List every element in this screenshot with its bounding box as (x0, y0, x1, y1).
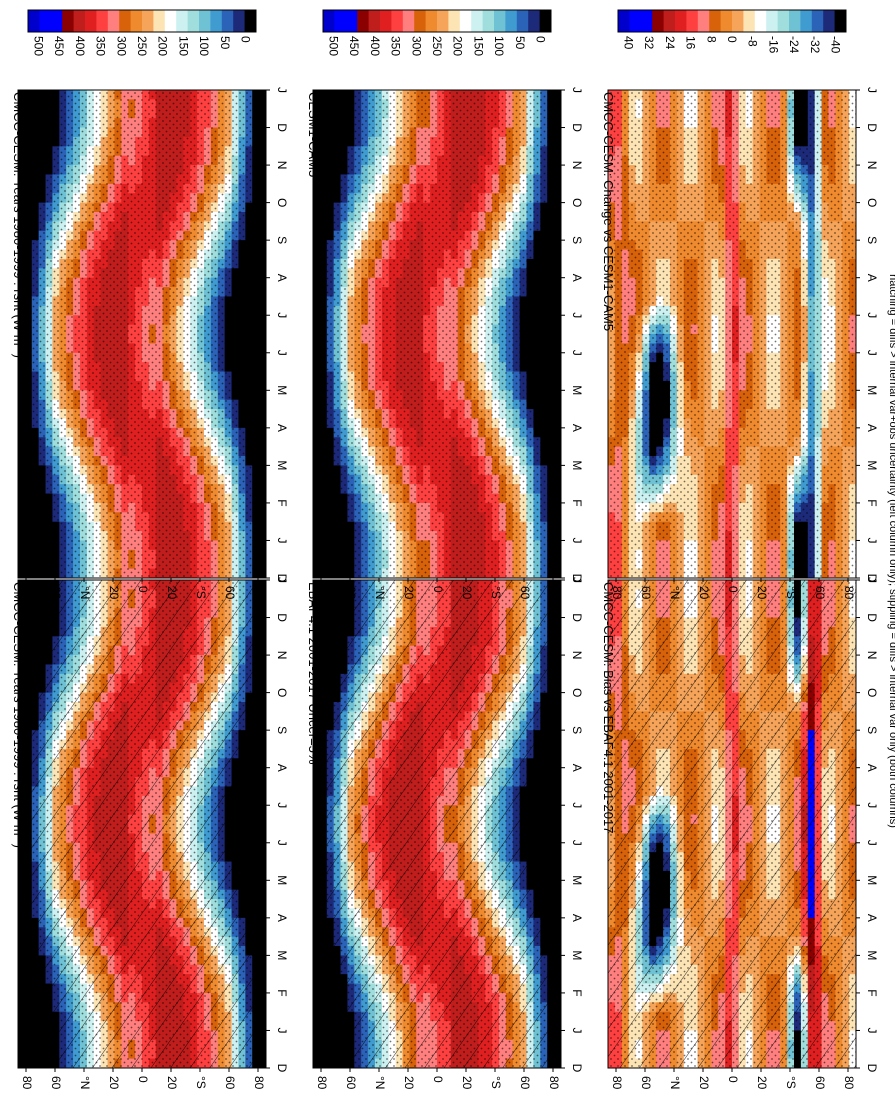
colorbar-swatch (244, 10, 257, 32)
lat-tick-label: 0 (136, 1076, 150, 1083)
panel-title-sup: -2 (17, 346, 27, 354)
colorbar-swatch (28, 10, 40, 32)
month-tick-label: A (275, 274, 289, 282)
colorbar-tick-label: 50 (218, 36, 232, 50)
lat-tick-label: 0 (136, 586, 150, 593)
colorbar-swatch (153, 10, 166, 32)
colorbar-swatch (50, 10, 63, 32)
lat-tick-label: 20 (165, 1076, 179, 1090)
colorbar-swatch (210, 10, 223, 32)
colorbar-tick-label: 200 (156, 36, 170, 56)
colorbar-tick-label: 250 (135, 36, 149, 56)
month-tick-label: M (275, 875, 289, 885)
colorbar-tick-label: 350 (94, 36, 108, 56)
month-tick-label: N (275, 651, 289, 660)
lat-tick-label: 80 (20, 1076, 34, 1090)
month-tick-label: J (275, 1027, 289, 1033)
month-tick-label: J (275, 537, 289, 543)
colorbar-tick-label: 450 (52, 36, 66, 56)
panel-title-tail: ) (11, 844, 26, 848)
lat-tick-label: °S (194, 1076, 208, 1089)
panel-title-text: CMCC-CESM: Years 1980-1999 : rsnt (W m (11, 582, 26, 836)
colorbar-swatch (107, 10, 120, 32)
lat-tick-label: °N (78, 586, 92, 599)
month-tick-label: D (275, 613, 289, 622)
panel-title: CMCC-CESM: Years 1980-1999 : rsnt (W m-2… (11, 582, 27, 848)
month-tick-label: J (275, 350, 289, 356)
month-tick-label: O (275, 198, 289, 207)
colorbar-swatch (221, 10, 234, 32)
colorbar-swatch (176, 10, 188, 32)
panels-layer: 80 60 °N 20 0 20 °S 60 80DJFMAMJJASONDJCMCC-CESM… (11, 9, 879, 1090)
month-tick-label: D (275, 574, 289, 583)
month-tick-label: J (275, 840, 289, 846)
panel-title: CMCC-CESM: Years 1980-1999 : rsnt (W m-2… (11, 92, 27, 358)
colorbar-tick-label: 500 (31, 36, 45, 56)
colorbar-swatch (142, 10, 154, 32)
hatching-overlay (18, 580, 266, 1068)
panel-2: 80 60 °N 20 0 20 °S 60 80DJFMAMJJASONDJCMCC-CESM… (11, 9, 289, 600)
panel-title-tail: ) (11, 354, 26, 358)
lat-tick-label: 80 (252, 1076, 266, 1090)
month-tick-label: F (275, 989, 289, 996)
month-tick-label: J (275, 312, 289, 318)
month-tick-label: O (275, 688, 289, 697)
month-tick-label: M (275, 460, 289, 470)
colorbar-swatch (187, 10, 200, 32)
colorbar-swatch (62, 10, 74, 32)
colorbar-swatch (73, 10, 86, 32)
month-tick-label: D (275, 123, 289, 132)
colorbar-swatch (233, 10, 245, 32)
month-tick-label: J (275, 87, 289, 93)
month-tick-label: J (275, 577, 289, 583)
lat-tick-label: 80 (20, 586, 34, 600)
stippling-overlay (18, 90, 266, 578)
lat-tick-label: 20 (107, 586, 121, 600)
colorbar-tick-label: 150 (176, 36, 190, 56)
lat-tick-label: 60 (49, 586, 63, 600)
month-tick-label: S (275, 236, 289, 244)
colorbar-tick-label: 100 (197, 36, 211, 56)
month-tick-label: J (275, 802, 289, 808)
lat-tick-label: 60 (223, 586, 237, 600)
month-tick-label: A (275, 764, 289, 772)
colorbar-tick-label: 0 (239, 36, 253, 43)
colorbar-swatch (85, 10, 97, 32)
panel-title-sup: -2 (17, 836, 27, 844)
lat-tick-label: 20 (165, 586, 179, 600)
month-tick-label: A (275, 424, 289, 432)
lat-tick-label: 80 (252, 586, 266, 600)
lat-tick-label: °N (78, 1076, 92, 1089)
lat-tick-label: 20 (107, 1076, 121, 1090)
lat-tick-label: °S (194, 586, 208, 599)
month-tick-label: A (275, 914, 289, 922)
colorbar-tick-label: 300 (114, 36, 128, 56)
lat-tick-label: 60 (49, 1076, 63, 1090)
colorbar-swatch (199, 10, 211, 32)
month-tick-label: N (275, 161, 289, 170)
month-tick-label: F (275, 499, 289, 506)
month-tick-label: D (275, 1064, 289, 1073)
month-tick-label: S (275, 726, 289, 734)
panel-1: 80 60 °N 20 0 20 °S 60 80DJFMAMJJASONDJCMCC-CESM… (11, 499, 289, 1090)
colorbar-swatch (164, 10, 177, 32)
month-tick-label: M (275, 950, 289, 960)
colorbar-swatch (119, 10, 131, 32)
colorbar-tick-label: 400 (73, 36, 87, 56)
lat-tick-label: 60 (223, 1076, 237, 1090)
panel-title-text: CMCC-CESM: Years 1980-1999 : rsnt (W m (11, 92, 26, 346)
colorbar-frame (27, 9, 257, 33)
colorbar-swatch (130, 10, 143, 32)
month-tick-label: M (275, 385, 289, 395)
colorbar-swatch (96, 10, 109, 32)
colorbar-swatch (39, 10, 52, 32)
